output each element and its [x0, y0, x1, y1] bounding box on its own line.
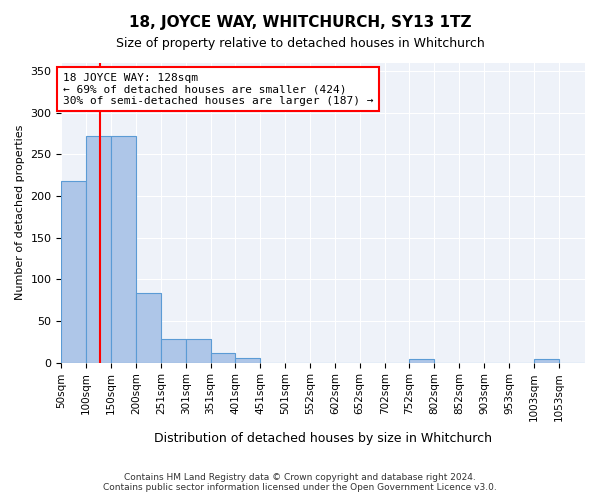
- Bar: [161, 339, 186, 362]
- Bar: [61, 181, 86, 362]
- Y-axis label: Number of detached properties: Number of detached properties: [15, 125, 25, 300]
- Bar: [111, 136, 136, 362]
- Text: 18 JOYCE WAY: 128sqm
← 69% of detached houses are smaller (424)
30% of semi-deta: 18 JOYCE WAY: 128sqm ← 69% of detached h…: [63, 72, 373, 106]
- Bar: [86, 136, 111, 362]
- Bar: [235, 358, 260, 362]
- Bar: [211, 352, 235, 362]
- Bar: [534, 359, 559, 362]
- Bar: [409, 359, 434, 362]
- Bar: [136, 294, 161, 362]
- Bar: [186, 339, 211, 362]
- Text: Size of property relative to detached houses in Whitchurch: Size of property relative to detached ho…: [116, 38, 484, 51]
- Text: Contains HM Land Registry data © Crown copyright and database right 2024.
Contai: Contains HM Land Registry data © Crown c…: [103, 473, 497, 492]
- X-axis label: Distribution of detached houses by size in Whitchurch: Distribution of detached houses by size …: [154, 432, 492, 445]
- Text: 18, JOYCE WAY, WHITCHURCH, SY13 1TZ: 18, JOYCE WAY, WHITCHURCH, SY13 1TZ: [129, 15, 471, 30]
